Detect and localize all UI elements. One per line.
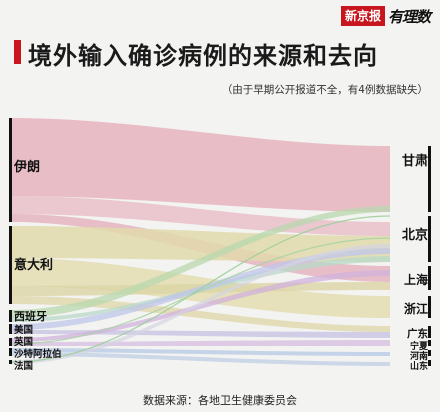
dest-bar-zhejiang [428,296,431,318]
flow-thread-green-1 [11,215,391,363]
dest-bar-gansu [428,146,431,212]
source-label-italy: 意大利 [14,258,54,273]
flow-thread-green-2 [11,237,391,345]
dest-label-beijing: 北京 [401,228,428,243]
flow-layer [11,118,391,366]
dest-bar-shandong [428,360,431,366]
source-label-france: 法国 [14,361,34,372]
dest-label-zhejiang: 浙江 [403,302,428,316]
flow-spain-gansu [12,206,390,318]
source-bar-italy [9,226,12,304]
source-label-saudi: 沙特阿拉伯 [14,349,62,360]
dest-label-henan: 河南 [409,352,428,362]
source-bar-usa [9,324,12,334]
destination-bars [428,146,431,366]
dest-bar-beijing [428,216,431,262]
source-label-usa: 美国 [14,325,34,336]
dest-bar-shanghai [428,266,431,290]
title-accent-bar [14,40,21,64]
source-label-spain: 西班牙 [14,310,47,323]
flow-uk-shanghai [12,270,390,342]
dest-label-shandong: 山东 [409,362,428,372]
source-label-iran: 伊朗 [14,160,41,175]
source-bar-iran [9,118,12,222]
brand-name: 新京报 [340,6,385,26]
dest-label-ningxia: 宁夏 [409,342,428,352]
dest-label-guangdong: 广东 [407,328,428,340]
flow-iran-gansu [12,118,390,212]
source-bar-uk [9,338,12,346]
source-bar-saudi [9,348,12,356]
source-label-uk: 英国 [14,337,34,348]
source-bar-spain [9,310,12,322]
brand-logo: 新京报 有理数 [340,2,431,30]
dest-bar-ningxia [428,340,431,346]
brand-column-name: 有理数 [387,7,431,26]
source-bar-france [9,360,12,364]
dest-label-gansu: 甘肃 [401,154,428,169]
source-bars [9,118,12,364]
flow-italy-guangdong [12,296,390,332]
flow-uk-ningxia [12,340,390,346]
data-note: （由于早期公开报道不全，有4例数据缺失） [221,84,428,96]
dest-bar-henan [428,350,431,356]
flow-saudi-henan [12,348,390,356]
page-title: 境外输入确诊病例的来源和去向 [28,42,378,70]
flow-saudi-shandong [12,352,390,366]
dest-bar-guangdong [428,326,431,338]
flow-france-beijing [12,244,390,364]
data-source: 数据来源：各地卫生健康委员会 [143,394,297,407]
dest-label-shanghai: 上海 [403,273,428,287]
